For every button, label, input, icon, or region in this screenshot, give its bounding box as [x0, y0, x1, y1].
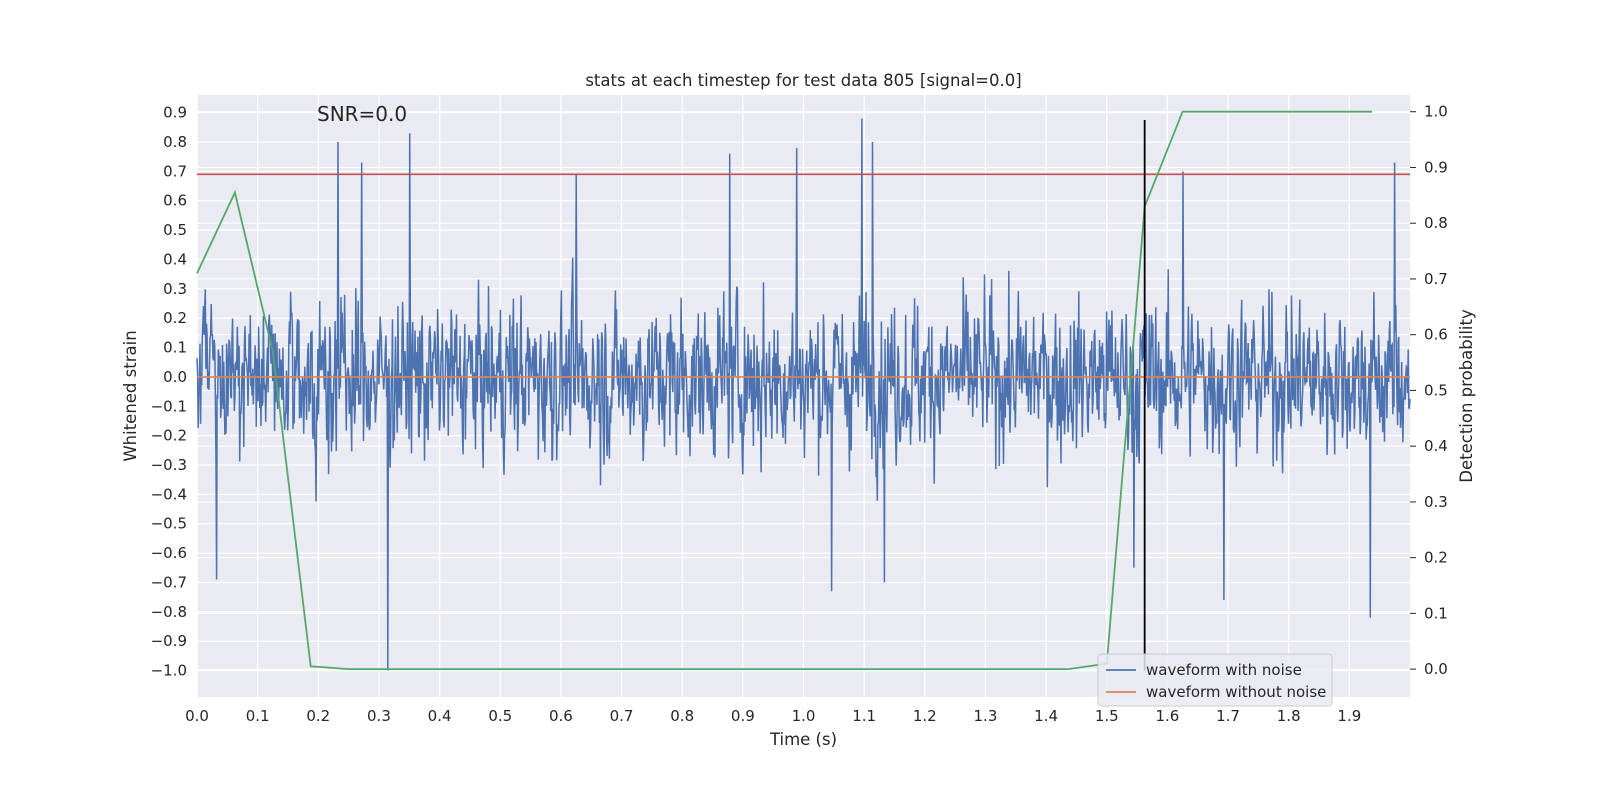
x-tick-label: 1.4 [1034, 707, 1058, 725]
y-tick-label: 0.0 [163, 368, 187, 386]
x-tick-label: 0.0 [185, 707, 209, 725]
legend-box [1097, 653, 1333, 707]
y-axis-label: Whitened strain [121, 330, 140, 461]
y2-tick-label: 0.0 [1424, 660, 1448, 678]
series-layer [196, 110, 1411, 671]
y-tick-label: 0.3 [163, 280, 187, 298]
y2-axis-label: Detection probability [1457, 309, 1476, 483]
x-tick-label: 0.2 [306, 707, 330, 725]
grid-lines [196, 95, 1410, 697]
x-tick-label: 0.4 [428, 707, 452, 725]
x-tick-label: 1.2 [913, 707, 937, 725]
y-tick-label: −0.9 [151, 632, 187, 650]
x-tick-label: 1.9 [1337, 707, 1361, 725]
chart-title: stats at each timestep for test data 805… [585, 71, 1021, 90]
x-tick-label: 1.7 [1216, 707, 1240, 725]
y-tick-label: −0.1 [151, 397, 187, 415]
y2-tick-label: 0.5 [1424, 381, 1448, 399]
y2-tick-label: 0.3 [1424, 493, 1448, 511]
x-tick-label: 0.7 [610, 707, 634, 725]
y2-tick-label: 0.9 [1424, 158, 1448, 176]
legend: waveform with noise waveform without nois… [1097, 653, 1333, 707]
y2-tick-label: 0.1 [1424, 604, 1448, 622]
y-tick-label: 0.6 [163, 192, 187, 210]
y2-tick-label: 0.8 [1424, 214, 1448, 232]
y2-tick-label: 0.7 [1424, 270, 1448, 288]
x-tick-label: 1.5 [1095, 707, 1119, 725]
y-tick-label: −0.8 [151, 603, 187, 621]
y-tick-label: 0.2 [163, 309, 187, 327]
y-tick-label: −0.4 [151, 485, 187, 503]
y-tick-label: −0.2 [151, 427, 187, 445]
x-tick-label: 1.6 [1155, 707, 1179, 725]
y2-tick-label: 0.4 [1424, 437, 1448, 455]
snr-annotation: SNR=0.0 [317, 102, 407, 126]
y-axis-left: 0.9 0.8 0.7 0.6 0.5 0.4 0.3 0.2 0.1 0.0 −0.1 −0.2 −0… [151, 104, 187, 680]
x-tick-label: 0.5 [488, 707, 512, 725]
y2-tick-label: 0.6 [1424, 326, 1448, 344]
legend-entry-label: waveform without noise [1146, 683, 1326, 701]
x-tick-label: 0.1 [246, 707, 270, 725]
legend-entry-label: waveform with noise [1146, 661, 1302, 679]
series-detection-probability [196, 110, 1373, 670]
y-tick-label: 0.7 [163, 162, 187, 180]
y-tick-label: 0.1 [163, 339, 187, 357]
x-tick-label: 0.6 [549, 707, 573, 725]
x-tick-label: 1.0 [792, 707, 816, 725]
y-axis-right: 1.0 0.9 0.8 0.7 0.6 0.5 0.4 0.3 0.2 0.1 0.0 [1410, 103, 1448, 678]
y-tick-label: −1.0 [151, 662, 187, 680]
y2-tick-label: 1.0 [1424, 103, 1448, 121]
x-tick-label: 0.8 [670, 707, 694, 725]
x-axis-label: Time (s) [769, 730, 837, 749]
y-tick-label: −0.5 [151, 515, 187, 533]
series-waveform-with-noise [196, 118, 1411, 671]
y-tick-label: 0.9 [163, 104, 187, 122]
y-tick-label: 0.8 [163, 133, 187, 151]
x-tick-label: 0.9 [731, 707, 755, 725]
x-tick-label: 0.3 [367, 707, 391, 725]
y-tick-label: 0.4 [163, 250, 187, 268]
x-axis: 0.0 0.1 0.2 0.3 0.4 0.5 0.6 0.7 0.8 0.9 1.0 1.1 1.2 1… [185, 707, 1361, 725]
x-tick-label: 1.8 [1277, 707, 1301, 725]
y-tick-label: 0.5 [163, 221, 187, 239]
y-tick-label: −0.3 [151, 456, 187, 474]
y-tick-label: −0.7 [151, 573, 187, 591]
x-tick-label: 1.1 [852, 707, 876, 725]
y2-tick-label: 0.2 [1424, 549, 1448, 567]
y-tick-label: −0.6 [151, 544, 187, 562]
x-tick-label: 1.3 [974, 707, 998, 725]
